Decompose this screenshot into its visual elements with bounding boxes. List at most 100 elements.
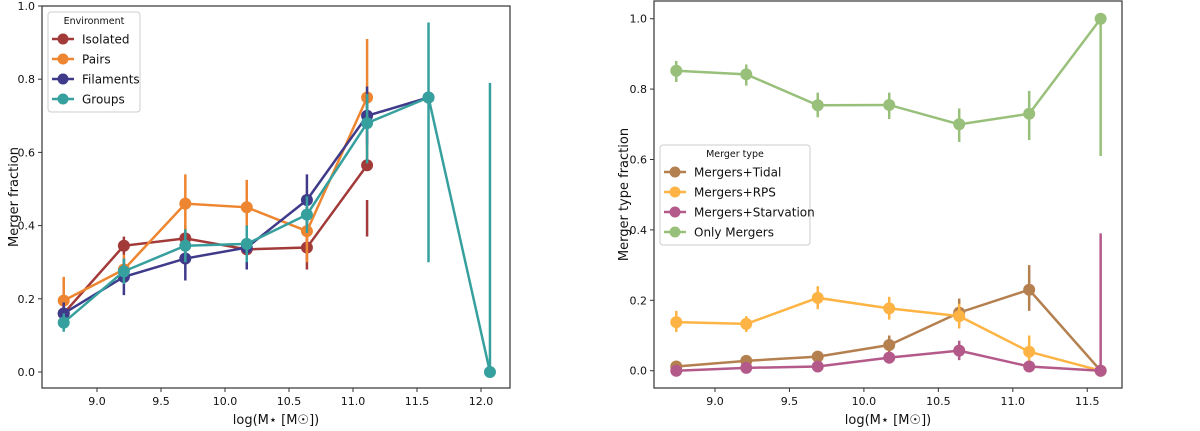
legend-swatch-marker — [669, 226, 681, 238]
x-tick-label: 11.0 — [1001, 395, 1026, 408]
data-point — [953, 344, 966, 357]
y-tick-label: 0.2 — [630, 294, 648, 307]
data-point — [670, 64, 683, 77]
data-point — [740, 68, 753, 81]
x-axis-label: log(M⋆ [M☉]) — [233, 413, 319, 428]
data-point — [883, 302, 896, 315]
data-point — [179, 239, 192, 252]
legend-box — [659, 144, 811, 246]
legend-label: Mergers+Tidal — [694, 166, 781, 180]
legend: Merger type Mergers+Tidal Mergers+RPS Merge… — [659, 144, 815, 246]
series-only-mergers — [670, 12, 1107, 156]
data-point — [953, 310, 966, 323]
y-tick-label: 0.6 — [18, 146, 36, 159]
series-mergers-rps — [670, 286, 1107, 377]
legend-swatch-marker — [57, 93, 69, 105]
y-tick-label: 1.0 — [18, 0, 36, 13]
data-point — [811, 99, 824, 112]
data-point — [1023, 345, 1036, 358]
data-point — [117, 265, 130, 278]
legend-swatch-marker — [669, 206, 681, 218]
legend-swatch-marker — [669, 186, 681, 198]
legend-swatch-marker — [669, 166, 681, 178]
legend-label: Mergers+Starvation — [694, 206, 815, 220]
x-tick-label: 11.5 — [1075, 395, 1100, 408]
x-tick-label: 9.0 — [88, 395, 106, 408]
legend-label: Pairs — [82, 53, 111, 67]
legend-label: Mergers+RPS — [694, 186, 776, 200]
series-mergers-starvation — [670, 233, 1107, 377]
x-axis-label: log(M⋆ [M☉]) — [845, 413, 931, 428]
data-point — [1023, 283, 1036, 296]
legend-title: Environment — [64, 16, 125, 27]
legend-label: Isolated — [82, 33, 130, 47]
legend-label: Filaments — [82, 73, 140, 87]
data-point — [883, 339, 896, 352]
data-point — [1023, 360, 1036, 373]
series-isolated — [57, 159, 374, 321]
data-point — [57, 316, 70, 329]
x-tick-label: 11.0 — [341, 395, 366, 408]
y-tick-label: 0.0 — [18, 366, 36, 379]
data-point — [1023, 107, 1036, 120]
legend-swatch-marker — [57, 53, 69, 65]
legend: Environment Isolated Pairs Filaments Groups — [47, 11, 141, 113]
data-point — [670, 316, 683, 329]
data-point — [953, 118, 966, 131]
data-point — [811, 350, 824, 363]
x-tick-label: 11.5 — [405, 395, 430, 408]
legend-label: Groups — [82, 93, 125, 107]
data-point — [240, 237, 253, 250]
x-tick-label: 10.0 — [213, 395, 238, 408]
x-tick-label: 9.5 — [781, 395, 799, 408]
y-tick-label: 0.2 — [18, 293, 36, 306]
legend-swatch-marker — [57, 33, 69, 45]
data-point — [361, 159, 374, 172]
data-point — [1094, 364, 1107, 377]
y-tick-label: 0.4 — [630, 224, 648, 237]
plot-frame — [653, 0, 1123, 389]
data-point — [811, 291, 824, 304]
x-tick-label: 10.5 — [926, 395, 951, 408]
series-groups — [57, 22, 496, 378]
y-tick-label: 0.4 — [18, 220, 36, 233]
series-line — [62, 95, 492, 373]
data-point — [811, 360, 824, 373]
y-tick-label: 1.0 — [630, 13, 648, 26]
y-tick-label: 0.0 — [630, 365, 648, 378]
legend-swatch-marker — [57, 73, 69, 85]
y-tick-label: 0.8 — [18, 73, 36, 86]
y-tick-label: 0.6 — [630, 154, 648, 167]
legend-box — [47, 11, 141, 113]
chart-panel-1: 9.0 9.5 10.0 10.5 11.0 11.5 12.0 0.0 0.2 0.4 0.6 0.… — [7, 0, 511, 428]
series-line — [62, 164, 369, 315]
data-point — [117, 239, 130, 252]
data-point — [179, 197, 192, 210]
series-line — [63, 96, 369, 302]
data-point — [740, 361, 753, 374]
data-point — [883, 98, 896, 111]
x-tick-label: 12.0 — [469, 395, 494, 408]
x-tick-label: 10.0 — [852, 395, 877, 408]
y-axis-label: Merger fraction — [7, 147, 22, 247]
data-point — [57, 294, 70, 307]
data-point — [361, 117, 374, 130]
y-axis-label: Merger type fraction — [617, 128, 632, 261]
data-point — [422, 91, 435, 104]
data-point — [670, 364, 683, 377]
x-tick-label: 10.5 — [277, 395, 302, 408]
x-tick-label: 9.5 — [152, 395, 170, 408]
chart-panel-2: 9.0 9.5 10.0 10.5 11.0 11.5 0.0 0.2 0.4 0.6 0.8 1.0… — [617, 0, 1123, 428]
legend-title: Merger type — [706, 149, 764, 160]
data-point — [300, 208, 313, 221]
data-point — [483, 366, 496, 378]
legend-label: Only Mergers — [694, 226, 774, 240]
data-point — [740, 317, 753, 330]
x-tick-label: 9.0 — [706, 395, 724, 408]
data-point — [883, 351, 896, 364]
data-point — [240, 201, 253, 214]
y-tick-label: 0.8 — [630, 83, 648, 96]
data-point — [1094, 12, 1107, 25]
plot-frame — [41, 5, 511, 389]
